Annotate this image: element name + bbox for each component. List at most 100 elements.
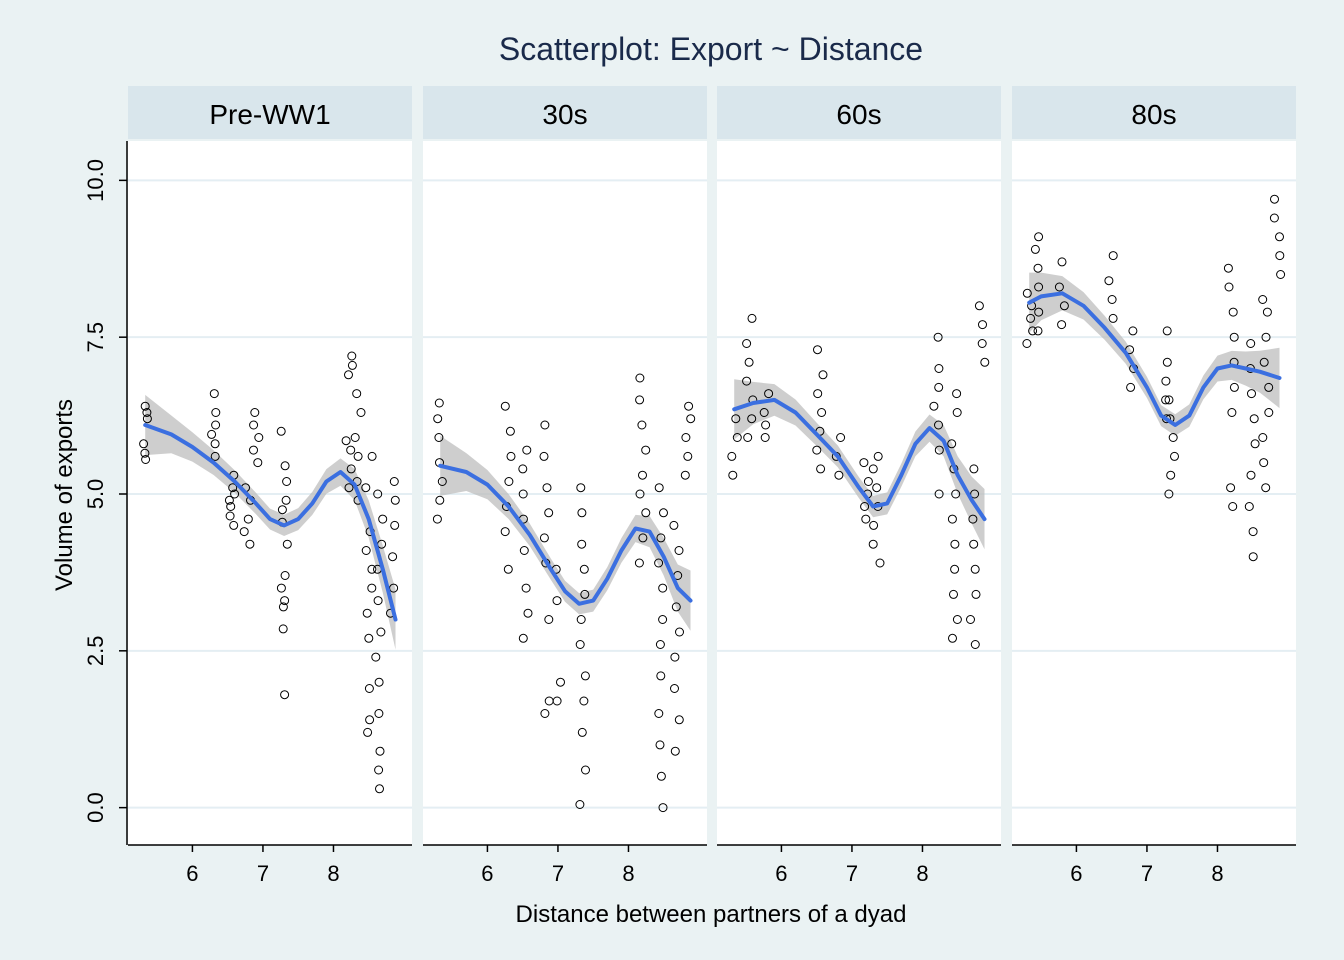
data-point (764, 389, 774, 399)
data-point (1228, 502, 1238, 511)
data-point (868, 464, 878, 474)
data-point (1269, 213, 1279, 223)
data-point (518, 633, 528, 643)
data-point (346, 464, 356, 474)
data-point (362, 608, 372, 618)
data-point (1107, 295, 1117, 304)
data-point (576, 483, 586, 493)
data-point (523, 608, 533, 618)
data-point (658, 583, 668, 593)
data-point (1166, 470, 1176, 480)
data-point (974, 301, 984, 311)
data-point (1162, 326, 1172, 336)
data-point (576, 615, 586, 624)
data-point (280, 461, 290, 471)
data-point (873, 451, 883, 461)
x-tick-label: 7 (846, 861, 858, 886)
data-point (1258, 295, 1268, 304)
facet-label: 30s (542, 99, 587, 130)
data-point (1033, 263, 1043, 273)
data-point (373, 489, 383, 499)
smooth-line (438, 463, 693, 606)
smooth-line (143, 423, 398, 622)
data-point (142, 414, 152, 424)
data-point (253, 458, 263, 468)
data-point (732, 433, 742, 442)
data-point (1259, 458, 1269, 468)
data-point (435, 495, 445, 505)
data-point (951, 489, 961, 499)
data-point (948, 633, 957, 643)
data-point (1276, 270, 1286, 279)
data-point (1022, 288, 1032, 298)
data-point (226, 502, 236, 511)
data-point (1170, 451, 1179, 461)
data-point (389, 477, 399, 486)
data-point (229, 520, 239, 530)
data-point (344, 483, 354, 493)
data-point (743, 433, 753, 442)
data-point (249, 445, 258, 455)
data-point (933, 332, 943, 342)
data-point (1228, 307, 1238, 317)
data-point (1250, 439, 1260, 449)
data-point (674, 715, 684, 725)
data-point (209, 389, 219, 399)
data-point (1057, 257, 1067, 267)
data-point (277, 505, 287, 515)
data-point (950, 539, 960, 549)
data-point (1270, 194, 1279, 204)
data-point (670, 652, 680, 662)
x-tick-label: 6 (481, 861, 493, 886)
x-tick-label: 6 (1070, 861, 1082, 886)
data-point (681, 433, 691, 442)
data-point (686, 414, 696, 424)
data-point (249, 420, 259, 430)
panels: Pre-WW1 6 7 8 30s 6 7 8 60s 6 7 8 80s 6 7 8 (128, 86, 1296, 886)
data-point (861, 514, 871, 524)
data-point (1226, 483, 1236, 493)
data-point (282, 539, 292, 549)
data-point (540, 420, 550, 430)
y-axis: 0.0 2.5 5.0 7.5 10.0 (83, 141, 128, 845)
data-point (390, 520, 400, 530)
data-point (728, 470, 738, 480)
facet-strip (717, 86, 1001, 139)
y-tick-label: 7.5 (83, 322, 108, 353)
data-point (1028, 326, 1038, 336)
data-point (1164, 489, 1174, 499)
data-point (1108, 313, 1118, 323)
data-point (434, 433, 444, 442)
data-point (374, 677, 384, 687)
panel-pre-ww1: Pre-WW1 6 7 8 (128, 86, 412, 886)
data-point (388, 552, 398, 562)
data-point (211, 420, 221, 430)
data-point (949, 589, 958, 599)
data-point (978, 320, 987, 330)
data-point (683, 451, 693, 461)
data-point (544, 508, 554, 518)
data-point (365, 715, 375, 725)
data-point (952, 389, 962, 399)
data-point (638, 533, 648, 543)
data-point (352, 389, 362, 399)
data-point (367, 451, 377, 461)
data-point (1227, 408, 1237, 417)
data-point (658, 615, 668, 624)
data-point (656, 533, 666, 543)
data-point (1229, 332, 1239, 342)
facet-label: 80s (1131, 99, 1176, 130)
data-point (759, 408, 769, 417)
x-tick-label: 6 (186, 861, 198, 886)
x-tick-label: 6 (775, 861, 787, 886)
data-point (500, 527, 510, 537)
data-point (278, 624, 288, 634)
data-point (638, 470, 647, 480)
data-point (654, 483, 664, 493)
data-point (341, 436, 351, 446)
data-point (658, 803, 668, 813)
data-point (934, 489, 944, 499)
data-point (860, 502, 870, 511)
data-point (744, 357, 754, 367)
data-point (211, 408, 221, 417)
